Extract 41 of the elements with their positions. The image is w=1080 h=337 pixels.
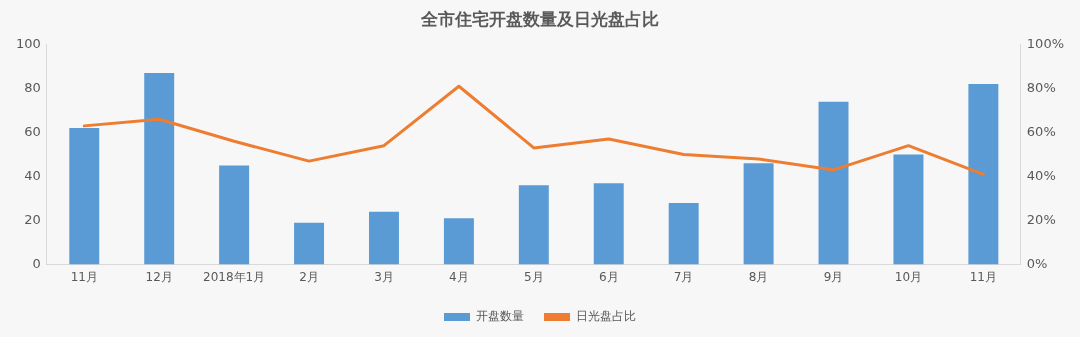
bar <box>668 202 699 265</box>
bar <box>443 218 474 265</box>
bar <box>593 183 624 265</box>
x-tick-label: 3月 <box>374 269 394 284</box>
bar <box>818 101 849 265</box>
bar <box>368 211 399 265</box>
x-tick-label: 2018年1月 <box>203 269 266 284</box>
legend-label: 开盘数量 <box>476 309 524 324</box>
x-tick-label: 8月 <box>748 269 769 284</box>
bar <box>69 128 100 265</box>
x-tick-label: 9月 <box>823 269 844 284</box>
x-tick-label: 10月 <box>894 269 923 284</box>
y2-tick-label: 20% <box>1026 211 1056 227</box>
y2-tick-label: 100% <box>1026 35 1065 51</box>
x-tick-label: 11月 <box>969 269 998 284</box>
y-tick-label: 20 <box>24 211 41 227</box>
x-tick-label: 6月 <box>598 269 619 284</box>
x-tick-label: 5月 <box>524 269 544 284</box>
x-tick-label: 11月 <box>70 269 98 284</box>
y2-tick-label: 0% <box>1026 255 1048 271</box>
y-tick-label: 40 <box>24 167 41 183</box>
bar <box>893 154 924 265</box>
y-tick-label: 0 <box>32 255 41 271</box>
y2-tick-label: 80% <box>1026 79 1056 95</box>
bar <box>968 84 999 265</box>
chart-title: 全市住宅开盘数量及日光盘占比 <box>420 8 659 29</box>
y-tick-label: 60 <box>24 123 41 139</box>
legend-label: 日光盘占比 <box>576 309 636 324</box>
x-tick-label: 4月 <box>449 269 469 284</box>
y-tick-label: 100 <box>15 35 41 51</box>
x-tick-label: 2月 <box>299 269 319 284</box>
bar <box>294 222 325 265</box>
y2-tick-label: 40% <box>1026 167 1056 183</box>
y2-tick-label: 60% <box>1026 123 1056 139</box>
bar <box>144 73 175 265</box>
bar <box>219 165 250 265</box>
bar <box>743 163 774 265</box>
y-tick-label: 80 <box>24 79 41 95</box>
x-tick-label: 7月 <box>673 269 694 284</box>
bar <box>518 185 549 265</box>
x-tick-label: 12月 <box>145 269 173 284</box>
